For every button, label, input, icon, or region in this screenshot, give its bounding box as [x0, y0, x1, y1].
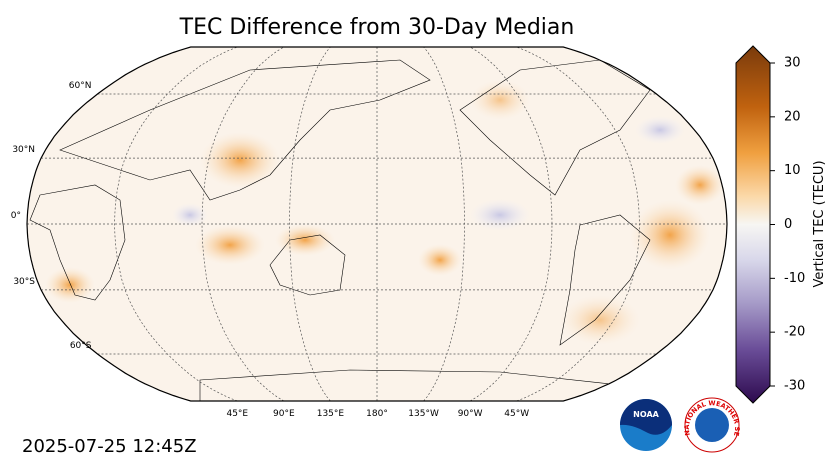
meridian	[423, 46, 465, 402]
colorbar-tick-label: 20	[784, 109, 801, 124]
lon-label: 135°E	[317, 409, 345, 419]
lon-label: 135°W	[408, 409, 439, 419]
lon-label: 45°W	[504, 409, 529, 419]
tec-field	[27, 47, 727, 401]
noaa-text: NOAA	[633, 410, 659, 419]
colorbar-ramp	[735, 45, 771, 404]
meridian	[516, 46, 640, 402]
meridian	[201, 46, 285, 402]
lat-label: 60°S	[70, 341, 92, 351]
noaa-logo: NOAA	[620, 399, 672, 451]
meridian	[114, 46, 238, 402]
meridian	[289, 46, 331, 402]
lon-label: 45°E	[226, 409, 248, 419]
colorbar-tick-label: 0	[784, 217, 792, 232]
lat-label: 0°	[11, 211, 21, 221]
colorbar-tick-label: -30	[784, 379, 805, 394]
colorbar-label: Vertical TEC (TECU)	[812, 160, 827, 287]
colorbar-tick-label: 30	[784, 56, 801, 71]
lat-label: 30°N	[12, 145, 35, 155]
timestamp: 2025-07-25 12:45Z	[22, 436, 197, 457]
colorbar-tick-label: 10	[784, 163, 801, 178]
colorbar-tick-label: -20	[784, 325, 805, 340]
lon-label: 180°	[366, 409, 388, 419]
lon-label: 90°E	[273, 409, 295, 419]
lat-label: 30°S	[13, 277, 35, 287]
lon-label: 90°W	[458, 409, 483, 419]
map: 60°N 30°N 0° 30°S 60°S 45°E 90°E 135°E 180° 135°W…	[11, 46, 728, 419]
title: TEC Difference from 30-Day Median	[179, 15, 575, 40]
map-outline	[26, 46, 728, 402]
colorbar: Vertical TEC (TECU) -30 -20 -10 0 10 20 30	[735, 45, 827, 404]
colorbar-tick-label: -10	[784, 271, 805, 286]
meridian	[469, 46, 553, 402]
lat-label: 60°N	[69, 81, 92, 91]
